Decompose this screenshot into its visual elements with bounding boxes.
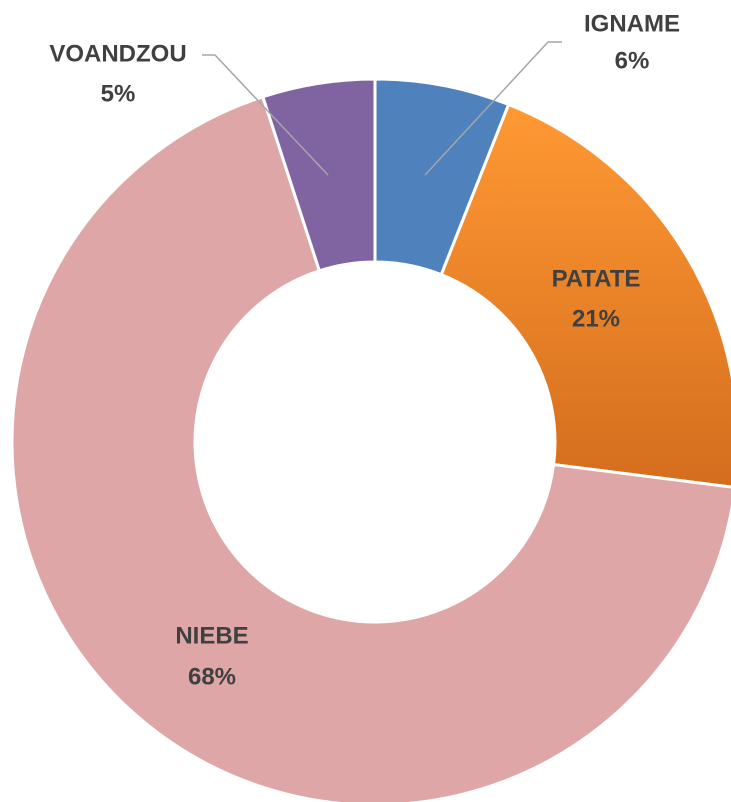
donut-slice [260, 77, 377, 273]
leader-line [424, 41, 562, 176]
slice-value-label: 5% [101, 80, 136, 107]
slice-label: VOANDZOU [49, 40, 186, 67]
donut-slice [439, 102, 731, 489]
donut-slice [10, 94, 731, 802]
leader-line [202, 54, 329, 176]
slice-label: NIEBE [175, 622, 248, 649]
slice-label: PATATE [552, 265, 641, 292]
slice-value-label: 21% [572, 305, 620, 332]
slice-label: IGNAME [584, 10, 680, 37]
slice-value-label: 6% [615, 47, 650, 74]
slice-value-label: 68% [188, 663, 236, 690]
